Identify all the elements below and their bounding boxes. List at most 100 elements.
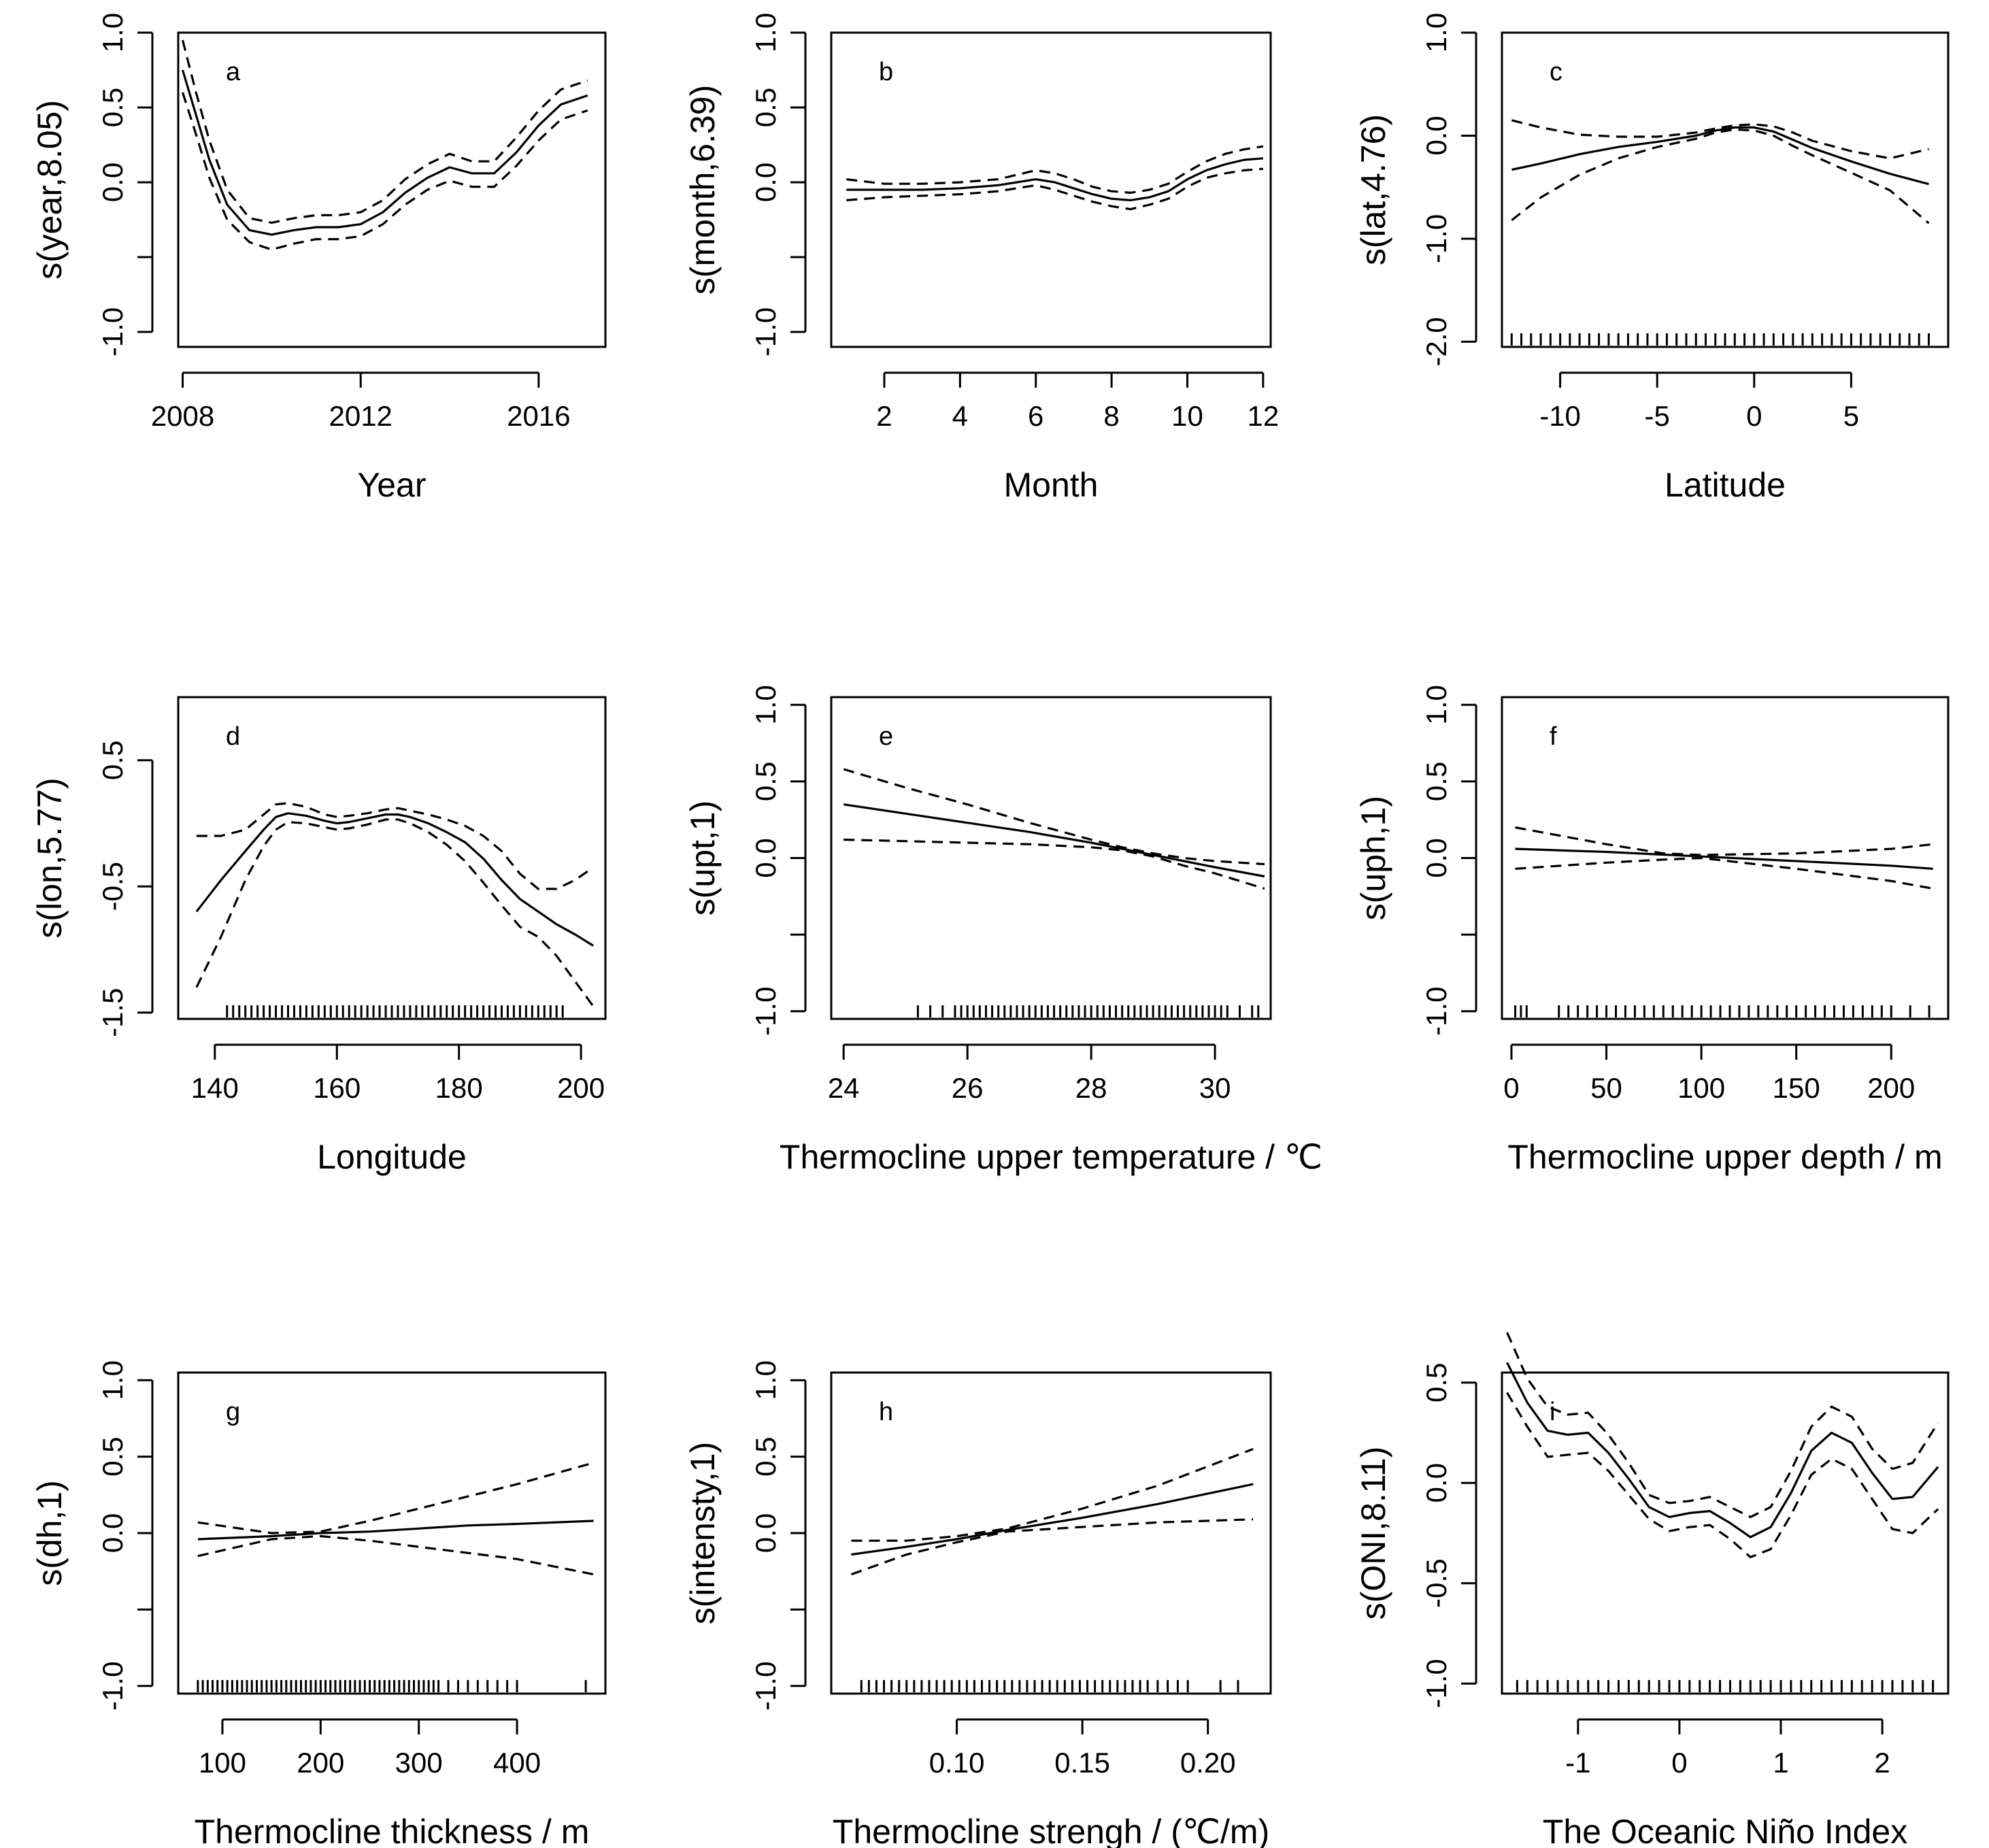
x-tick-label: 4 — [952, 400, 968, 432]
panel-e: 24 26 28 30 -1.0 0.0 0.5 1.0 Thermocline upper t… — [684, 685, 1322, 1176]
x-tick-label: -5 — [1644, 400, 1669, 432]
x-tick-label: 160 — [313, 1072, 361, 1104]
y-tick-label: 0.0 — [1420, 1463, 1452, 1502]
x-tick-label: 10 — [1171, 400, 1203, 432]
y-tick-label: 1.0 — [97, 13, 129, 52]
y-tick-label: -2.0 — [1420, 317, 1452, 366]
y-tick-label: 0.5 — [750, 762, 782, 801]
x-tick-label: 12 — [1248, 400, 1280, 432]
x-axis-title: Thermocline upper temperature / ℃ — [780, 1138, 1322, 1176]
y-tick-label: -1.0 — [1420, 1659, 1452, 1708]
plot-frame — [1501, 1371, 1950, 1695]
plot-frame — [830, 1371, 1272, 1695]
series-lower — [1506, 1392, 1939, 1558]
y-axis-title: s(lat,4.76) — [1354, 114, 1392, 265]
x-axis-title: Month — [1004, 466, 1099, 504]
x-axis-title: Longitude — [317, 1138, 467, 1176]
series-upper — [197, 1462, 595, 1534]
x-axis-title: Thermocline thickness / m — [195, 1813, 590, 1848]
x-tick-label: -10 — [1539, 400, 1581, 432]
x-tick-label: -1 — [1565, 1747, 1590, 1779]
y-axis-title: s(dh,1) — [31, 1480, 69, 1586]
series-lower — [1515, 856, 1933, 890]
x-tick-label: 400 — [493, 1747, 541, 1779]
y-tick-label: 0.0 — [750, 1513, 782, 1553]
panel-letter: g — [226, 1398, 240, 1426]
series-fit — [1511, 126, 1929, 186]
y-tick-label: 1.0 — [750, 1360, 782, 1400]
panel-a: 2008 2012 2016 -1.0 0.0 0.5 1.0 Year s(year,8.05… — [31, 13, 607, 504]
x-tick-label: 140 — [191, 1072, 239, 1104]
y-axis-title: s(upt,1) — [684, 801, 722, 916]
y-tick-label: 1.0 — [750, 13, 782, 52]
x-tick-label: 2016 — [507, 400, 570, 432]
series-upper — [1511, 119, 1929, 160]
series-upper — [196, 802, 595, 890]
y-tick-label: 0.0 — [1420, 116, 1452, 155]
x-tick-label: 26 — [952, 1072, 984, 1104]
x-tick-label: 180 — [435, 1072, 483, 1104]
x-tick-label: 300 — [395, 1747, 443, 1779]
x-tick-label: 24 — [828, 1072, 860, 1104]
x-tick-label: 0.10 — [929, 1747, 985, 1779]
series-upper — [1506, 1332, 1939, 1518]
x-axis-title: Year — [357, 466, 426, 504]
y-tick-label: -1.0 — [1420, 214, 1452, 263]
y-tick-label: -1.0 — [1420, 987, 1452, 1036]
y-tick-label: 0.5 — [1420, 1363, 1452, 1402]
x-tick-label: 0.20 — [1180, 1747, 1236, 1779]
series-lower — [843, 838, 1265, 890]
x-tick-label: 8 — [1103, 400, 1119, 432]
x-tick-label: 0 — [1503, 1072, 1519, 1104]
x-tick-label: 0.15 — [1054, 1747, 1110, 1779]
x-axis-title: Thermocline upper depth / m — [1507, 1138, 1942, 1176]
panel-letter: f — [1550, 722, 1557, 751]
y-tick-label: 0.5 — [750, 1437, 782, 1476]
y-axis-title: s(intensty,1) — [684, 1442, 722, 1625]
series-lower — [181, 92, 588, 251]
y-tick-label: 0.5 — [97, 88, 129, 127]
plot-frame — [1501, 696, 1950, 1020]
x-tick-label: 200 — [557, 1072, 605, 1104]
series-fit — [843, 803, 1265, 878]
plot-frame — [177, 1371, 607, 1695]
y-tick-label: -1.5 — [97, 988, 129, 1037]
x-tick-label: 100 — [199, 1747, 246, 1779]
plot-frame — [177, 31, 607, 348]
y-tick-label: -1.0 — [97, 307, 129, 356]
series-fit — [846, 157, 1264, 201]
x-tick-label: 28 — [1075, 1072, 1107, 1104]
x-tick-label: 50 — [1590, 1072, 1622, 1104]
x-tick-label: 6 — [1028, 400, 1043, 432]
panel-c: -10 -5 0 5 -2.0 -1.0 0.0 1.0 Latitude s(lat,4.76)… — [1354, 13, 1950, 504]
y-tick-label: 0.5 — [750, 88, 782, 127]
y-tick-label: -0.5 — [97, 862, 129, 911]
x-tick-label: 2008 — [151, 400, 214, 432]
x-tick-label: 0 — [1671, 1747, 1687, 1779]
panel-h: 0.10 0.15 0.20 -1.0 0.0 0.5 1.0 Thermocline str… — [684, 1360, 1272, 1848]
series-lower — [195, 818, 595, 1007]
panel-letter: b — [879, 58, 893, 86]
y-tick-label: 1.0 — [97, 1360, 129, 1400]
series-upper — [851, 1447, 1254, 1542]
panel-letter: c — [1550, 58, 1562, 86]
x-tick-label: 5 — [1843, 400, 1859, 432]
panel-letter: d — [226, 722, 240, 751]
panel-letter: e — [879, 722, 893, 751]
x-tick-label: 2012 — [329, 400, 392, 432]
series-fit — [1515, 847, 1933, 870]
y-tick-label: -1.0 — [750, 1662, 782, 1711]
panel-g: 100 200 300 400 -1.0 0.0 0.5 1.0 Thermocline thi… — [31, 1360, 607, 1848]
series-fit — [1506, 1362, 1939, 1539]
plot-frame — [177, 696, 607, 1020]
y-tick-label: 1.0 — [1420, 685, 1452, 724]
panel-b: 2 4 6 8 10 12 -1.0 0.0 0.5 1.0 Month s(month,6.39) b — [684, 13, 1279, 504]
series-lower — [197, 1534, 595, 1576]
y-tick-label: 0.0 — [97, 1513, 129, 1553]
x-axis-title: Thermocline strengh / (℃/m) — [833, 1813, 1269, 1848]
panel-letter: a — [226, 58, 241, 86]
y-tick-label: 1.0 — [1420, 13, 1452, 52]
y-tick-label: 0.0 — [1420, 838, 1452, 877]
series-lower — [1511, 128, 1930, 224]
